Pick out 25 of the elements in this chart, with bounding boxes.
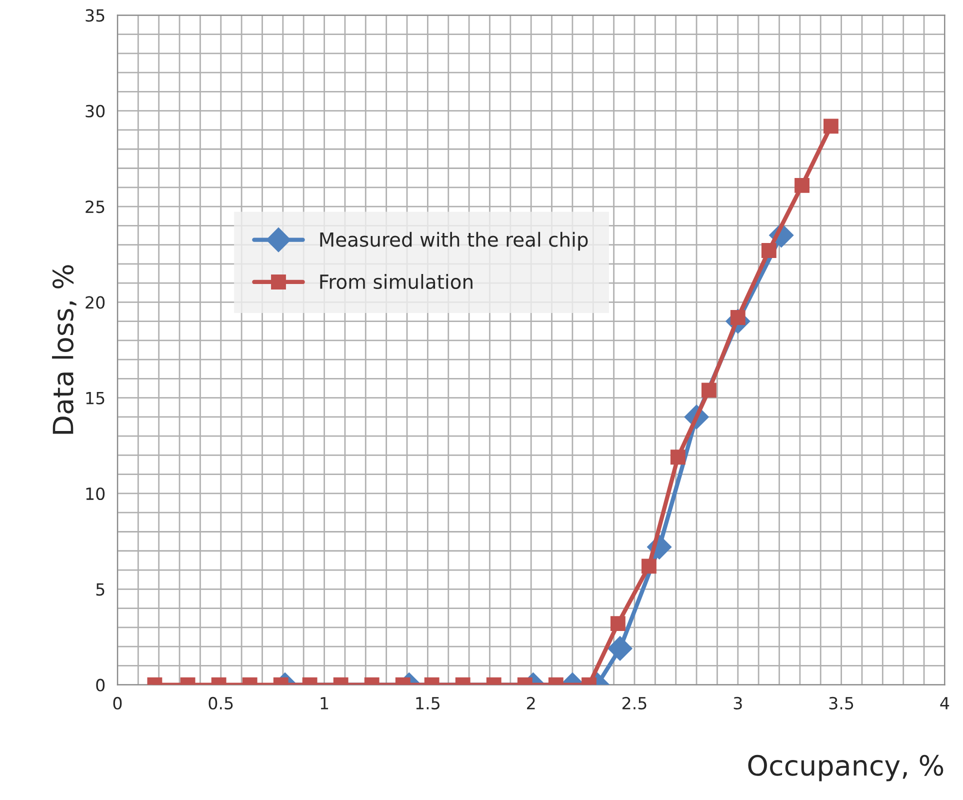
x-tick-label: 0	[113, 696, 122, 710]
x-tick-label: 3	[734, 696, 742, 710]
y-tick-label: 20	[86, 296, 105, 309]
point	[823, 118, 838, 134]
x-axis-title: Occupancy, %	[748, 754, 944, 782]
x-tick-label: 3.5	[829, 696, 854, 710]
x-tick-label: 1	[320, 697, 328, 710]
y-tick-label: 0	[96, 678, 105, 692]
legend-label: Measured with the real chip	[320, 232, 588, 251]
point	[794, 178, 810, 193]
y-tick-label: 15	[86, 392, 104, 404]
x-tick-label: 1.5	[416, 697, 440, 710]
legend-label: From simulation	[320, 274, 472, 290]
y-tick-label: 5	[96, 583, 104, 596]
x-tick-label: 4	[940, 697, 950, 710]
x-tick-label: 0.5	[208, 696, 233, 710]
point	[761, 243, 776, 258]
x-tick-label: 2	[527, 696, 535, 710]
y-tick-label: 35	[86, 9, 104, 22]
y-tick-label: 25	[86, 200, 104, 214]
x-tick-label: 2.5	[622, 696, 646, 710]
point	[701, 382, 716, 398]
y-tick-label: 30	[86, 104, 105, 118]
y-axis-title: Data loss, %	[52, 265, 76, 434]
y-tick-label: 10	[86, 487, 105, 500]
